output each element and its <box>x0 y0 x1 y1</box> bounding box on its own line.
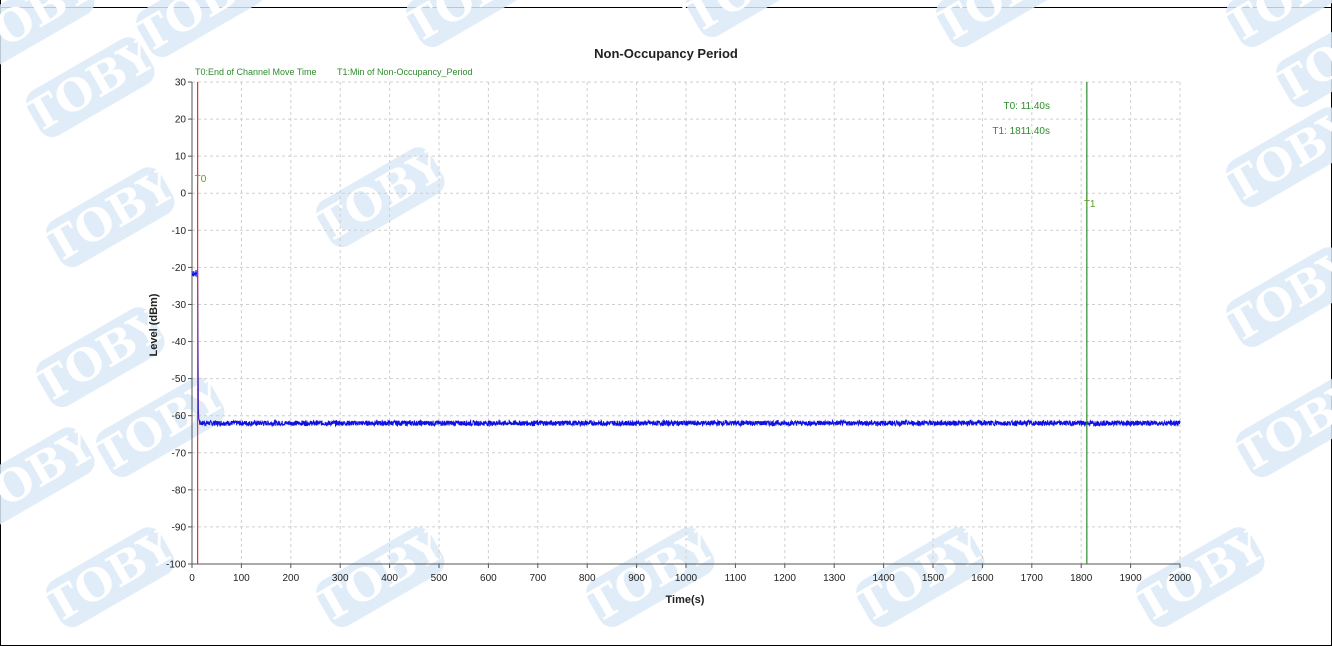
x-tick-label: 300 <box>332 573 349 584</box>
x-tick-label: 1500 <box>922 573 945 584</box>
x-tick-label: 1000 <box>675 573 698 584</box>
y-tick-label: 30 <box>175 78 187 89</box>
watermark-badge <box>46 527 175 627</box>
watermark-text: TOBY <box>1217 100 1332 214</box>
watermark: TOBY <box>397 0 543 53</box>
y-tick-label: -80 <box>172 485 187 496</box>
x-tick-label: 700 <box>529 573 546 584</box>
x-tick-label: 900 <box>628 573 645 584</box>
x-tick-label: 1600 <box>971 573 994 584</box>
watermark-badge <box>26 37 155 137</box>
x-tick-label: 1800 <box>1070 573 1093 584</box>
y-tick-label: -40 <box>172 337 187 348</box>
watermark: TOBY <box>1127 520 1273 634</box>
chart-title: Non-Occupancy Period <box>594 46 738 61</box>
marker-label-t0: T0 <box>195 174 207 185</box>
watermark: TOBY <box>307 140 453 254</box>
x-tick-label: 200 <box>282 573 299 584</box>
watermark-badge <box>686 0 815 38</box>
watermark-badge <box>1276 7 1332 107</box>
watermark: TOBY <box>0 420 103 534</box>
watermark-badge <box>316 527 445 627</box>
x-tick-label: 600 <box>480 573 497 584</box>
y-tick-label: -20 <box>172 263 187 274</box>
grid-layer <box>192 81 1181 564</box>
x-axis-title: Time(s) <box>666 594 705 606</box>
x-tick-label: 1100 <box>725 573 747 584</box>
watermark: TOBY <box>1217 240 1332 354</box>
watermark-text: TOBY <box>0 420 103 534</box>
readout-t1: T1: 1811.40s <box>992 126 1050 137</box>
x-tick-label: 2000 <box>1169 573 1192 584</box>
watermark: TOBY <box>927 0 1073 53</box>
watermark-badge <box>316 147 445 247</box>
y-tick-label: -70 <box>172 448 187 459</box>
y-axis-title: Level (dBm) <box>148 293 160 356</box>
watermark: TOBY <box>1227 370 1332 484</box>
watermark: TOBY <box>87 370 233 484</box>
top-rule <box>0 7 1332 8</box>
watermark-badge <box>0 0 95 67</box>
readout-t0: T0: 11.40s <box>1003 101 1050 112</box>
watermark-text: TOBY <box>677 0 823 43</box>
watermark-badge <box>406 0 535 48</box>
y-tick-label: -50 <box>172 374 187 385</box>
watermark: TOBY <box>37 520 183 634</box>
watermark: TOBY <box>677 0 823 43</box>
watermark-text: TOBY <box>1227 370 1332 484</box>
y-tick-label: -30 <box>172 300 187 311</box>
watermark-badge <box>1136 527 1265 627</box>
watermark-badge <box>136 0 265 58</box>
x-tick-label: 1300 <box>823 573 846 584</box>
watermark-badge <box>1226 0 1332 48</box>
axes-layer: 0 100 200 300 400 500 600 700 800 900 1000 1100 1200… <box>166 78 1192 585</box>
x-tick-label: 1400 <box>872 573 895 584</box>
x-tick-label: 0 <box>189 573 195 584</box>
y-tick-label: 0 <box>180 189 186 200</box>
watermark-badge <box>586 527 715 627</box>
watermark-badge <box>1226 247 1332 347</box>
watermark-badge <box>0 427 95 527</box>
watermark-badge <box>1236 377 1332 477</box>
x-tick-label: 1700 <box>1021 573 1044 584</box>
markers-layer: T0 T0:End of Channel Move Time T0: 11.40s T… <box>195 67 1096 564</box>
watermark: TOBY <box>17 30 163 144</box>
watermark-badge <box>936 0 1065 48</box>
x-tick-label: 1900 <box>1119 573 1142 584</box>
watermark-badge <box>36 307 165 407</box>
y-tick-label: -10 <box>172 226 187 237</box>
x-tick-label: 400 <box>381 573 398 584</box>
series-layer <box>191 270 1181 428</box>
y-tick-label: 20 <box>175 115 187 126</box>
series-line <box>191 270 1181 428</box>
watermark: TOBY <box>577 520 723 634</box>
y-tick-label: -60 <box>172 411 187 422</box>
x-tick-label: 500 <box>431 573 448 584</box>
watermark: TOBY <box>1217 100 1332 214</box>
watermark-text: TOBY <box>1217 240 1332 354</box>
y-tick-label: 10 <box>175 152 187 163</box>
watermark-badge <box>1226 107 1332 207</box>
marker-label-t1: T1 <box>1084 199 1096 210</box>
watermark-badge <box>46 167 175 267</box>
legend-t1: T1:Min of Non-Occupancy_Period <box>337 67 473 77</box>
watermark-badge <box>856 527 985 627</box>
y-tick-label: -100 <box>166 560 186 571</box>
x-tick-label: 100 <box>233 573 250 584</box>
y-tick-label: -90 <box>172 522 187 533</box>
watermark: TOBY <box>37 160 183 274</box>
x-tick-label: 800 <box>579 573 596 584</box>
x-tick-label: 1200 <box>774 573 797 584</box>
legend-t0: T0:End of Channel Move Time <box>195 67 317 77</box>
